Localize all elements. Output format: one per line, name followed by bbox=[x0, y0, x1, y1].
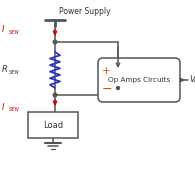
Text: I: I bbox=[2, 26, 4, 34]
Text: +: + bbox=[102, 66, 110, 76]
Circle shape bbox=[53, 93, 57, 97]
Text: I: I bbox=[2, 103, 4, 111]
Text: SEN: SEN bbox=[9, 30, 20, 35]
Text: R: R bbox=[2, 65, 8, 75]
Text: Op Amps Circuits: Op Amps Circuits bbox=[108, 77, 170, 83]
Text: Load: Load bbox=[43, 121, 63, 130]
Text: V: V bbox=[189, 75, 195, 84]
Circle shape bbox=[116, 86, 120, 89]
Text: SEN: SEN bbox=[9, 70, 20, 75]
Bar bbox=[28, 112, 78, 138]
Text: −: − bbox=[102, 82, 112, 96]
Circle shape bbox=[53, 40, 57, 44]
Text: Power Supply: Power Supply bbox=[59, 7, 111, 16]
Text: OUT: OUT bbox=[194, 79, 195, 84]
Text: SEN: SEN bbox=[9, 107, 20, 112]
FancyBboxPatch shape bbox=[98, 58, 180, 102]
